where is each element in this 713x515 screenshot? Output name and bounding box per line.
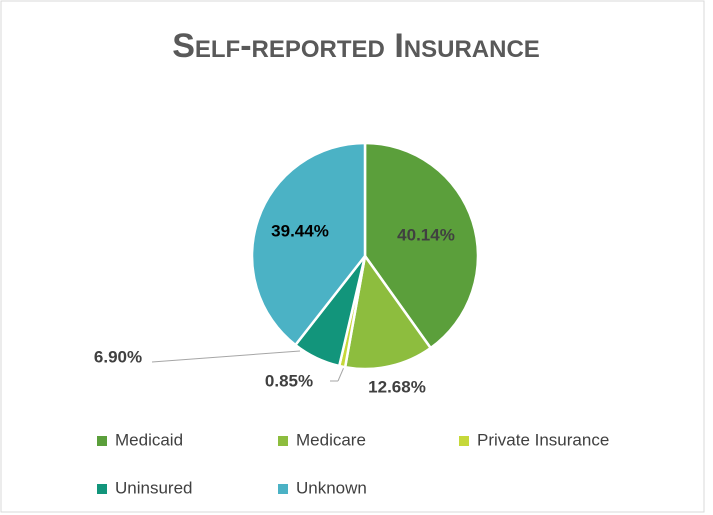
pie-slice: [343, 252, 433, 371]
pie-slice: [250, 141, 367, 347]
leader-line: [151, 350, 301, 363]
data-label: 0.85%: [265, 371, 313, 390]
legend-label: Private Insurance: [477, 430, 609, 449]
legend-label: Medicaid: [115, 430, 183, 449]
data-label: 40.14%: [397, 225, 455, 244]
data-label: 12.68%: [368, 377, 426, 396]
legend-label: Medicare: [296, 430, 366, 449]
legend-label: Unknown: [296, 478, 367, 497]
legend-marker: [278, 436, 288, 446]
legend-marker: [97, 436, 107, 446]
chart-title: Self-reported Insurance: [172, 27, 540, 65]
data-label: 39.44%: [271, 221, 329, 240]
data-label: 6.90%: [94, 347, 142, 366]
leader-line: [337, 366, 345, 382]
legend-marker: [459, 436, 469, 446]
legend-marker: [278, 484, 288, 494]
pie-slice: [363, 141, 480, 350]
legend-marker: [97, 484, 107, 494]
legend-label: Uninsured: [115, 478, 193, 497]
